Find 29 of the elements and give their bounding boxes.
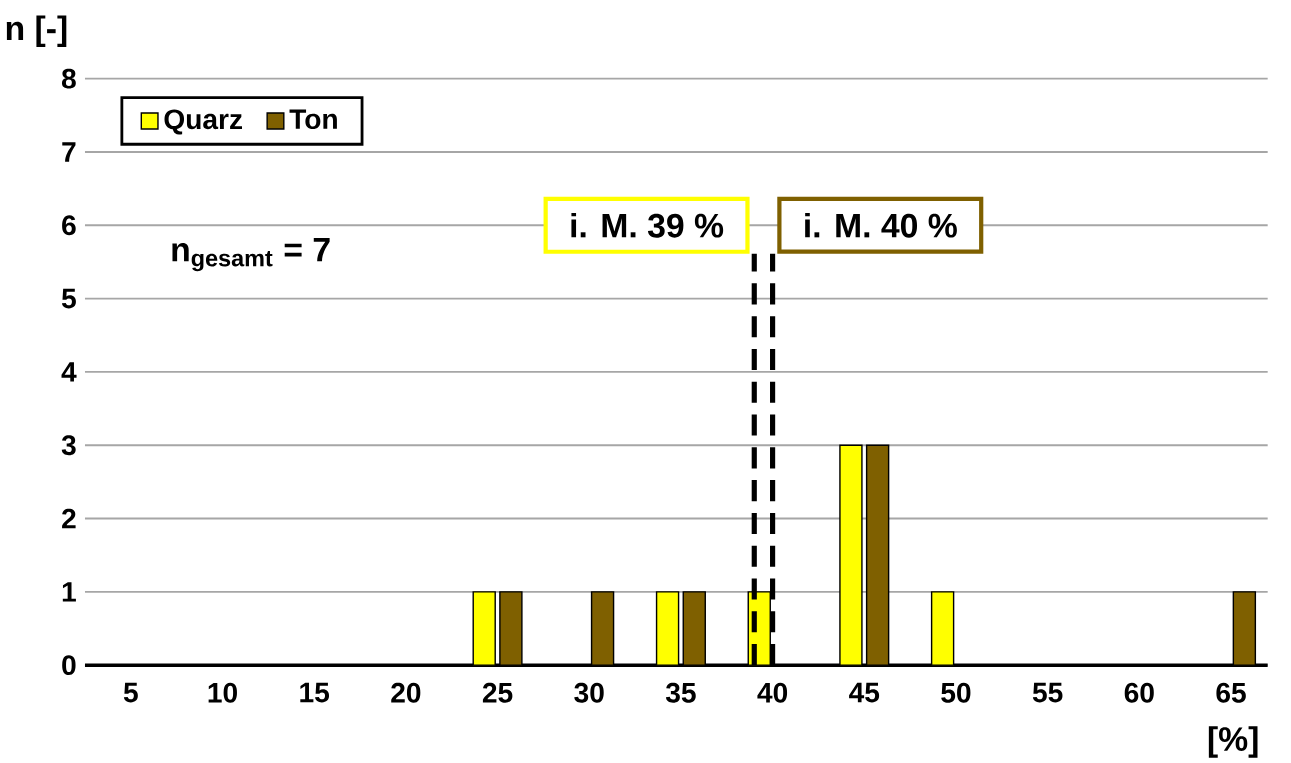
y-tick-label: 2 bbox=[62, 508, 76, 529]
legend-label: Quarz bbox=[164, 109, 243, 135]
x-axis-title: [%] bbox=[1208, 726, 1258, 758]
x-tick-label: 45 bbox=[849, 682, 880, 703]
x-tick-label: 30 bbox=[574, 682, 604, 703]
ref-line-label: i. M. 40 % bbox=[805, 212, 957, 238]
y-tick-label: 5 bbox=[61, 288, 76, 309]
ref-line-label: i. M. 39 % bbox=[571, 212, 724, 238]
x-tick-label: 65 bbox=[1216, 682, 1246, 703]
annotation: n$_{gesamt}$ = 7 bbox=[172, 237, 330, 272]
x-tick-label: 20 bbox=[391, 682, 421, 703]
x-tick-label: 50 bbox=[941, 682, 971, 703]
x-tick-label: 10 bbox=[208, 682, 237, 703]
x-tick-label: 60 bbox=[1124, 682, 1154, 703]
y-tick-label: 3 bbox=[61, 435, 76, 456]
y-tick-label: 4 bbox=[61, 362, 77, 382]
x-tick-label: 55 bbox=[1032, 682, 1063, 703]
x-tick-label: 25 bbox=[482, 682, 513, 703]
legend-label: Ton bbox=[289, 109, 337, 130]
x-tick-label: 5 bbox=[123, 682, 138, 703]
y-tick-label: 1 bbox=[62, 582, 76, 602]
x-tick-label: 15 bbox=[300, 682, 330, 703]
y-tick-label: 6 bbox=[62, 215, 76, 236]
y-axis-title: n [-] bbox=[6, 15, 67, 47]
y-tick-label: 8 bbox=[61, 68, 76, 89]
y-tick-label: 7 bbox=[62, 142, 76, 162]
x-tick-label: 40 bbox=[757, 682, 788, 703]
y-tick-label: 0 bbox=[62, 655, 76, 676]
x-tick-label: 35 bbox=[665, 682, 696, 703]
